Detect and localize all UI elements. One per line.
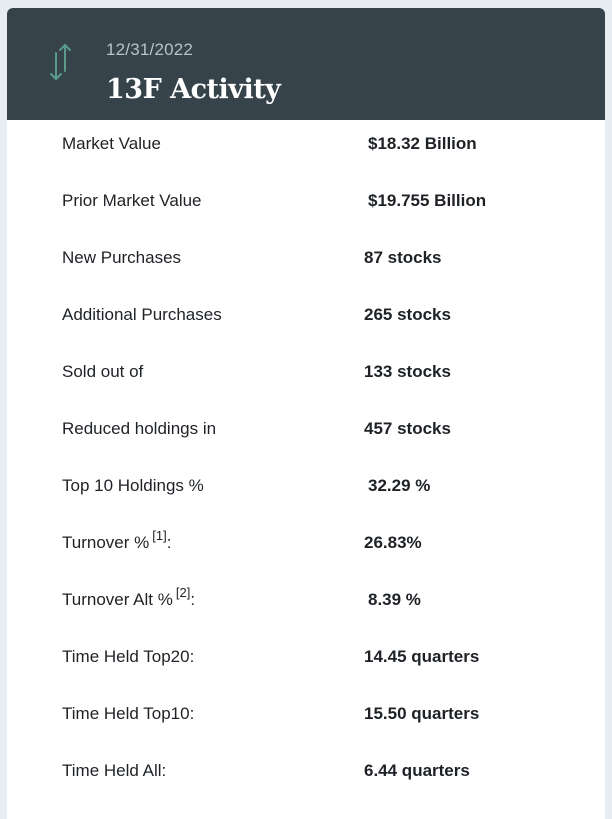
row-label: Turnover % [1]: [62, 529, 172, 552]
row-market-value: Market Value $18.32 Billion [7, 135, 605, 192]
row-value: 15.50 quarters [364, 704, 480, 723]
row-value: $18.32 Billion [368, 134, 477, 153]
row-label: Top 10 Holdings % [62, 476, 204, 495]
row-label: Time Held Top20: [62, 647, 195, 666]
label-text: Turnover Alt % [62, 590, 173, 609]
label-suffix: : [166, 533, 172, 552]
row-label: Reduced holdings in [62, 419, 217, 438]
label-suffix: : [190, 590, 196, 609]
activity-list: Market Value $18.32 Billion Prior Market… [7, 135, 605, 819]
row-new-purchases: New Purchases 87 stocks [7, 249, 605, 306]
row-label: Market Value [62, 134, 161, 153]
row-label: Time Held Top10: [62, 704, 195, 723]
row-value: 133 stocks [364, 362, 451, 381]
row-additional-purchases: Additional Purchases 265 stocks [7, 306, 605, 363]
row-value: 8.39 % [368, 590, 421, 609]
row-time-held-all: Time Held All: 6.44 quarters [7, 762, 605, 819]
row-label: Turnover Alt % [2]: [62, 586, 196, 609]
row-time-held-top10: Time Held Top10: 15.50 quarters [7, 705, 605, 762]
row-label: Sold out of [62, 362, 144, 381]
footnote-link-1[interactable]: [1] [152, 528, 167, 543]
card-header: 12/31/2022 13F Activity [7, 8, 605, 120]
row-value: 6.44 quarters [364, 761, 470, 780]
row-prior-market-value: Prior Market Value $19.755 Billion [7, 192, 605, 249]
row-sold-out: Sold out of 133 stocks [7, 363, 605, 420]
label-text: Turnover % [62, 533, 150, 552]
row-turnover: Turnover % [1]: 26.83% [7, 529, 605, 591]
row-label: Additional Purchases [62, 305, 222, 324]
row-value: 26.83% [364, 533, 422, 552]
row-label: Prior Market Value [62, 191, 202, 210]
card-title: 13F Activity [106, 74, 281, 105]
row-reduced-holdings: Reduced holdings in 457 stocks [7, 420, 605, 477]
row-value: 457 stocks [364, 419, 451, 438]
up-down-arrows-icon [50, 44, 71, 80]
footnote-link-2[interactable]: [2] [175, 585, 191, 600]
row-value: 14.45 quarters [364, 647, 480, 666]
report-date: 12/31/2022 [106, 40, 194, 59]
row-value: 87 stocks [364, 248, 442, 267]
row-turnover-alt: Turnover Alt % [2]: 8.39 % [7, 586, 605, 648]
row-label: New Purchases [62, 248, 182, 267]
row-time-held-top20: Time Held Top20: 14.45 quarters [7, 648, 605, 705]
row-top10-holdings: Top 10 Holdings % 32.29 % [7, 477, 605, 534]
row-label: Time Held All: [62, 761, 167, 780]
row-value: $19.755 Billion [368, 191, 487, 210]
activity-card: 12/31/2022 13F Activity Market Value $18… [7, 8, 605, 819]
row-value: 32.29 % [368, 476, 431, 495]
row-value: 265 stocks [364, 305, 451, 324]
